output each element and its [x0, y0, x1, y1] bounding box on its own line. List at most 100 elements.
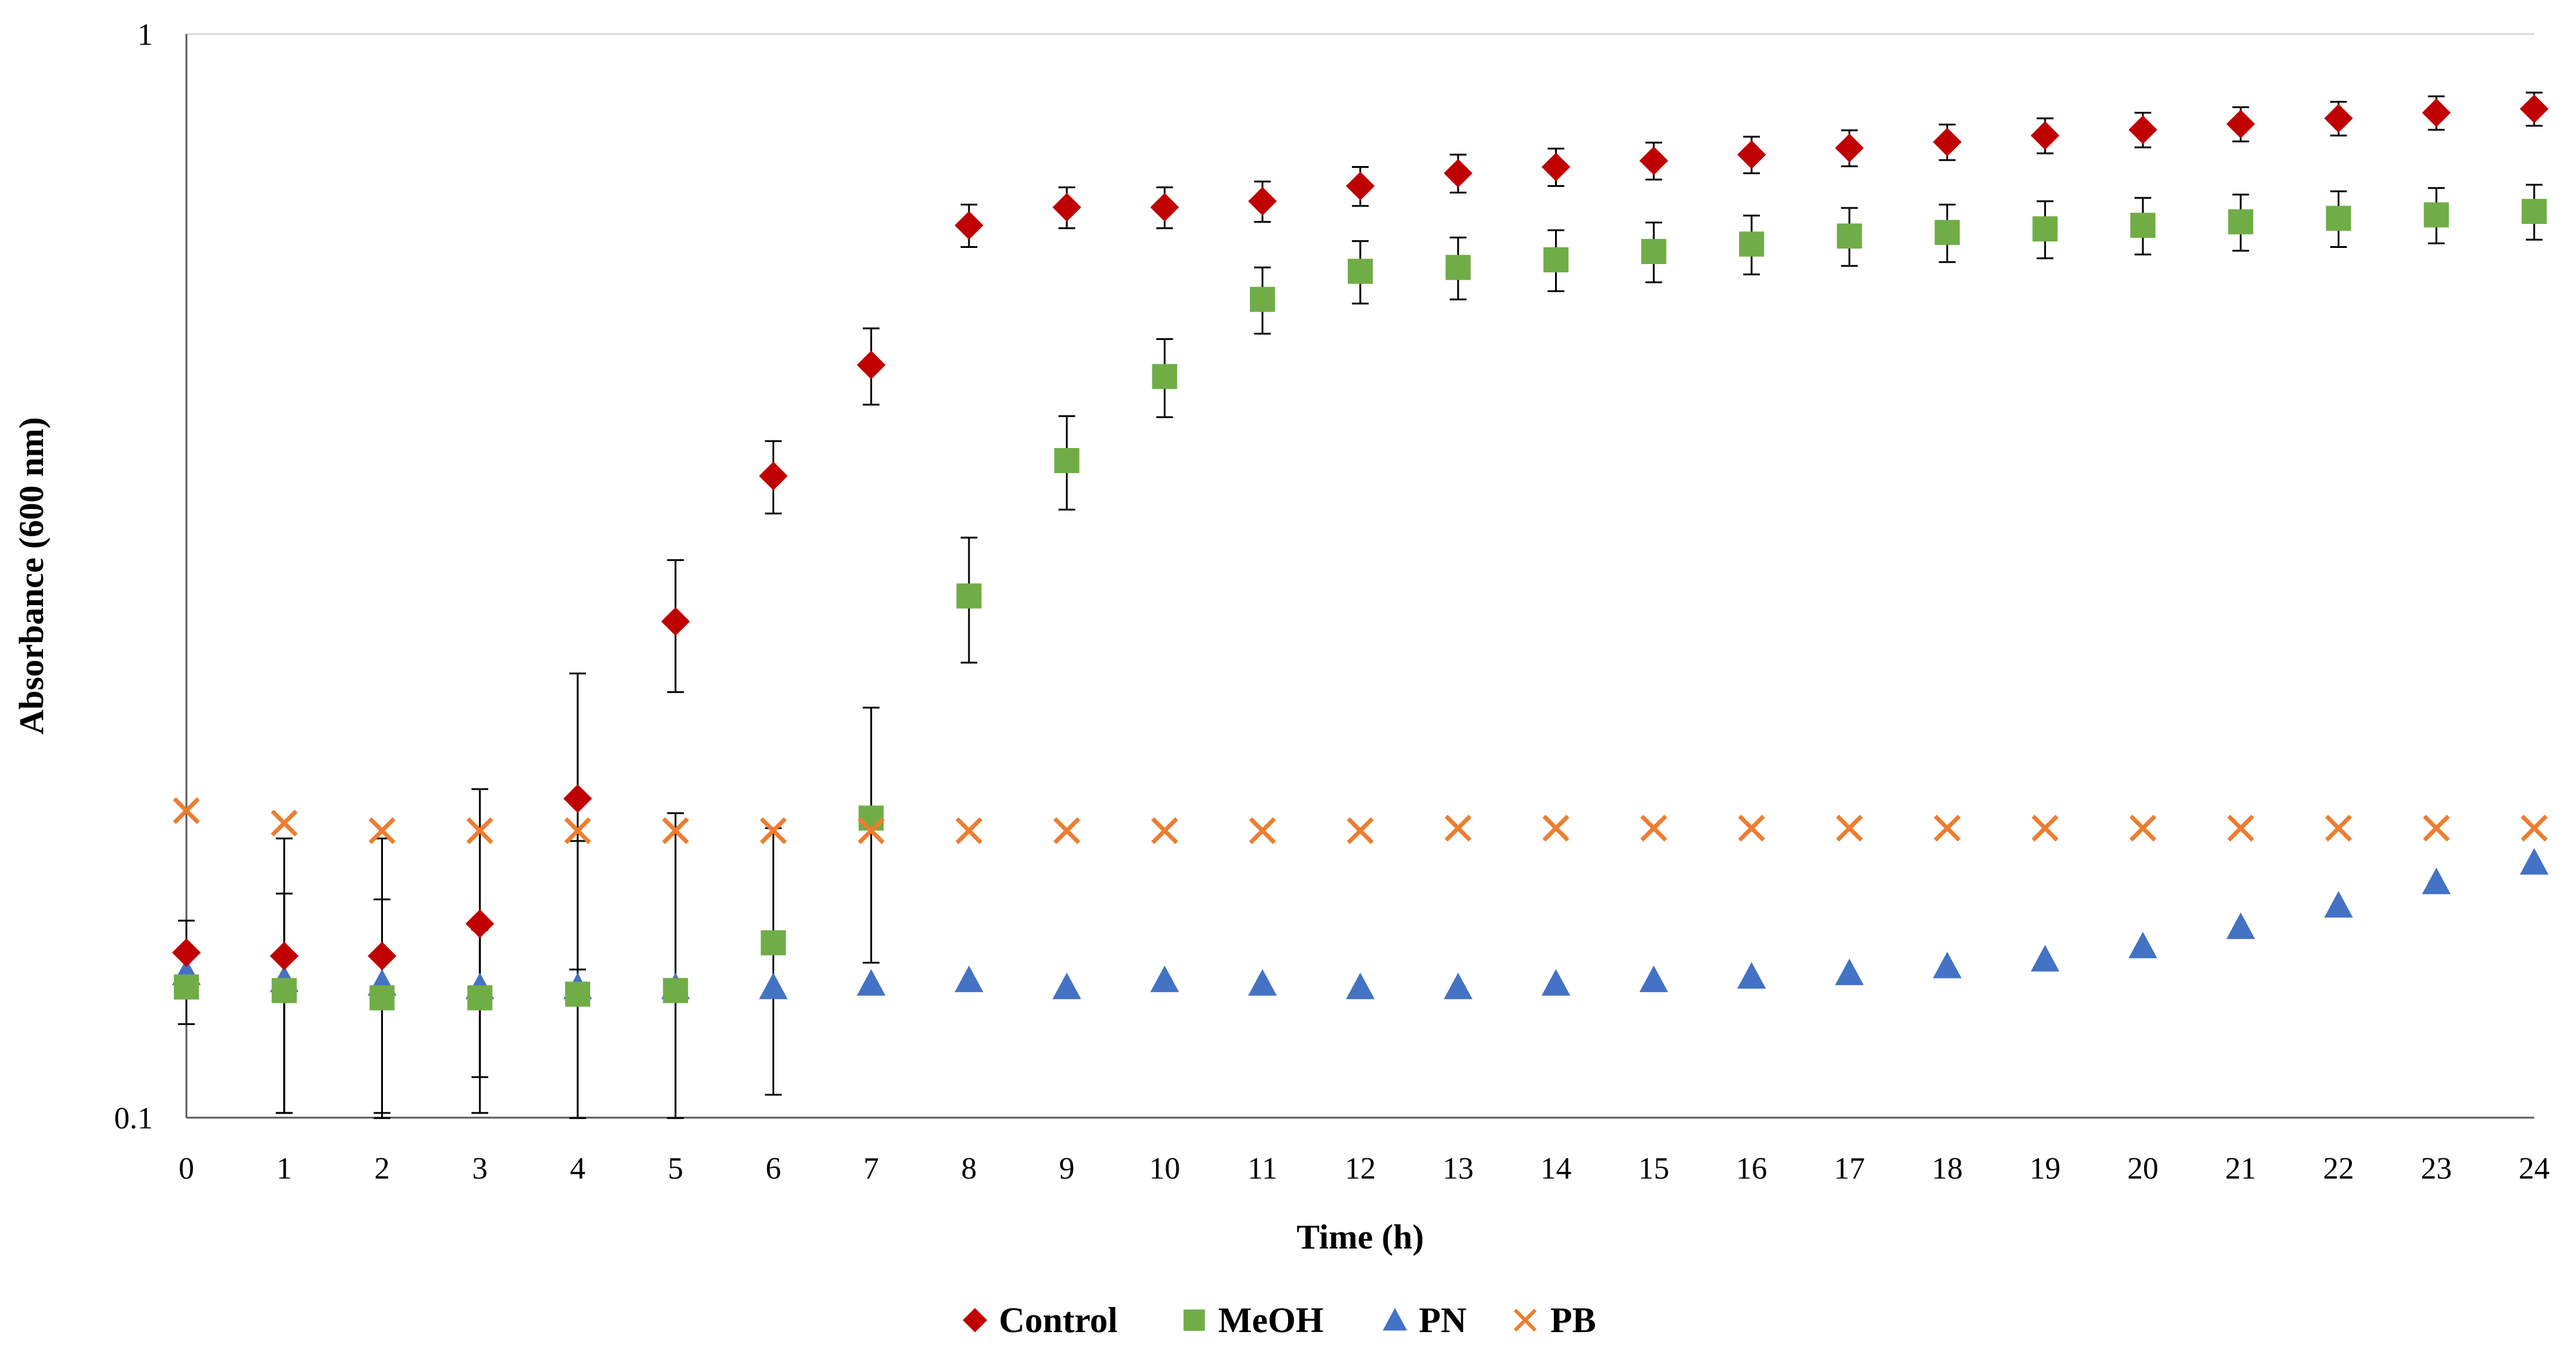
data-point-pb	[1836, 814, 1863, 842]
data-point-meoh	[2032, 216, 2058, 242]
data-point-control	[1835, 133, 1864, 162]
data-point-meoh	[1641, 238, 1667, 264]
data-point-meoh	[2424, 202, 2449, 228]
data-point-pb	[1151, 817, 1178, 845]
y-axis-title: Absorbance (600 nm)	[12, 417, 51, 735]
data-point-meoh	[174, 974, 199, 1000]
x-tick-label: 16	[1736, 1152, 1767, 1186]
legend-marker-meoh	[1183, 1309, 1205, 1331]
data-point-meoh	[467, 985, 493, 1011]
x-tick-label: 2	[375, 1152, 390, 1186]
x-tick-label: 13	[1443, 1152, 1474, 1186]
data-point-pb	[1640, 814, 1667, 842]
data-point-control	[465, 909, 495, 938]
x-tick-label: 1	[277, 1152, 292, 1186]
legend-item-pn: PN	[1382, 1300, 1467, 1340]
legend-marker-control	[962, 1308, 988, 1333]
error-bar-meoh	[275, 892, 293, 1114]
x-tick-label: 15	[1638, 1152, 1669, 1186]
data-point-meoh	[1250, 287, 1275, 312]
x-tick-label: 12	[1345, 1152, 1376, 1186]
data-point-pb	[1347, 817, 1374, 845]
x-tick-label: 10	[1149, 1152, 1180, 1186]
data-point-pn	[2226, 912, 2255, 939]
error-bars	[178, 91, 2543, 1119]
data-points	[172, 94, 2549, 1011]
data-point-pn	[1346, 972, 1375, 999]
legend-label: MeOH	[1218, 1300, 1324, 1340]
data-point-pn	[2031, 944, 2060, 972]
data-point-control	[1443, 158, 1473, 188]
data-point-control	[1737, 140, 1766, 169]
data-point-pn	[1737, 962, 1766, 989]
data-point-meoh	[565, 981, 590, 1007]
data-point-pb	[369, 817, 395, 845]
data-point-control	[269, 941, 299, 971]
data-point-pb	[466, 817, 493, 845]
data-point-meoh	[1543, 247, 1569, 272]
data-point-pn	[759, 972, 788, 999]
data-point-control	[563, 784, 592, 813]
x-tick-label: 9	[1059, 1152, 1075, 1186]
data-point-pb	[564, 817, 591, 845]
error-bar-meoh	[667, 812, 684, 1119]
x-tick-label: 24	[2519, 1152, 2550, 1186]
data-point-pb	[271, 809, 298, 837]
data-point-meoh	[2130, 213, 2155, 238]
data-point-control	[1150, 193, 1179, 222]
data-point-meoh	[1054, 448, 1080, 474]
data-point-pn	[1639, 965, 1669, 992]
data-point-pn	[1933, 952, 1962, 978]
x-tick-label: 3	[472, 1152, 487, 1186]
y-tick-label: 0.1	[114, 1102, 153, 1136]
x-tick-label: 0	[179, 1152, 194, 1186]
data-point-control	[955, 211, 983, 240]
data-point-pb	[760, 817, 787, 845]
data-point-pb	[2031, 814, 2059, 842]
data-point-pn	[2422, 867, 2451, 894]
data-point-control	[1933, 127, 1962, 157]
y-tick-label: 1	[137, 18, 153, 52]
data-point-control	[857, 350, 886, 379]
data-point-pb	[857, 817, 885, 845]
data-point-control	[1052, 193, 1081, 222]
data-point-control	[759, 461, 788, 490]
data-point-control	[661, 607, 690, 636]
data-point-meoh	[1348, 259, 1373, 284]
data-point-pb	[1738, 814, 1765, 842]
data-point-meoh	[858, 805, 884, 831]
data-point-pn	[1835, 958, 1864, 986]
data-point-pn	[857, 969, 886, 996]
data-point-control	[2422, 98, 2451, 127]
x-tick-label: 19	[2029, 1152, 2060, 1186]
data-point-pn	[1150, 965, 1179, 992]
data-point-meoh	[1445, 254, 1471, 280]
error-bar-meoh	[765, 827, 782, 1096]
data-point-pb	[1249, 817, 1276, 845]
x-tick-label: 7	[863, 1152, 879, 1186]
legend-item-pb: PB	[1513, 1300, 1596, 1340]
data-point-control	[1541, 152, 1571, 182]
data-point-meoh	[956, 583, 982, 609]
data-point-control	[2129, 115, 2157, 145]
data-point-pb	[1934, 814, 1961, 842]
data-point-pn	[1541, 969, 1571, 996]
data-point-meoh	[1934, 220, 1960, 246]
data-point-control	[2031, 121, 2060, 150]
x-tick-label: 11	[1247, 1152, 1277, 1186]
x-tick-label: 23	[2421, 1152, 2452, 1186]
x-tick-label: 14	[1541, 1152, 1572, 1186]
data-point-pb	[662, 817, 689, 845]
x-tick-label: 17	[1834, 1152, 1865, 1186]
x-tick-label: 4	[570, 1152, 585, 1186]
data-point-control	[1639, 146, 1669, 176]
data-point-pn	[2520, 848, 2549, 875]
legend-label: Control	[999, 1300, 1118, 1340]
data-point-meoh	[2228, 209, 2253, 235]
legend-label: PB	[1550, 1300, 1596, 1340]
data-point-pn	[1443, 972, 1473, 999]
data-point-control	[1248, 186, 1277, 216]
data-point-pb	[2325, 814, 2352, 842]
data-point-meoh	[1152, 364, 1177, 389]
